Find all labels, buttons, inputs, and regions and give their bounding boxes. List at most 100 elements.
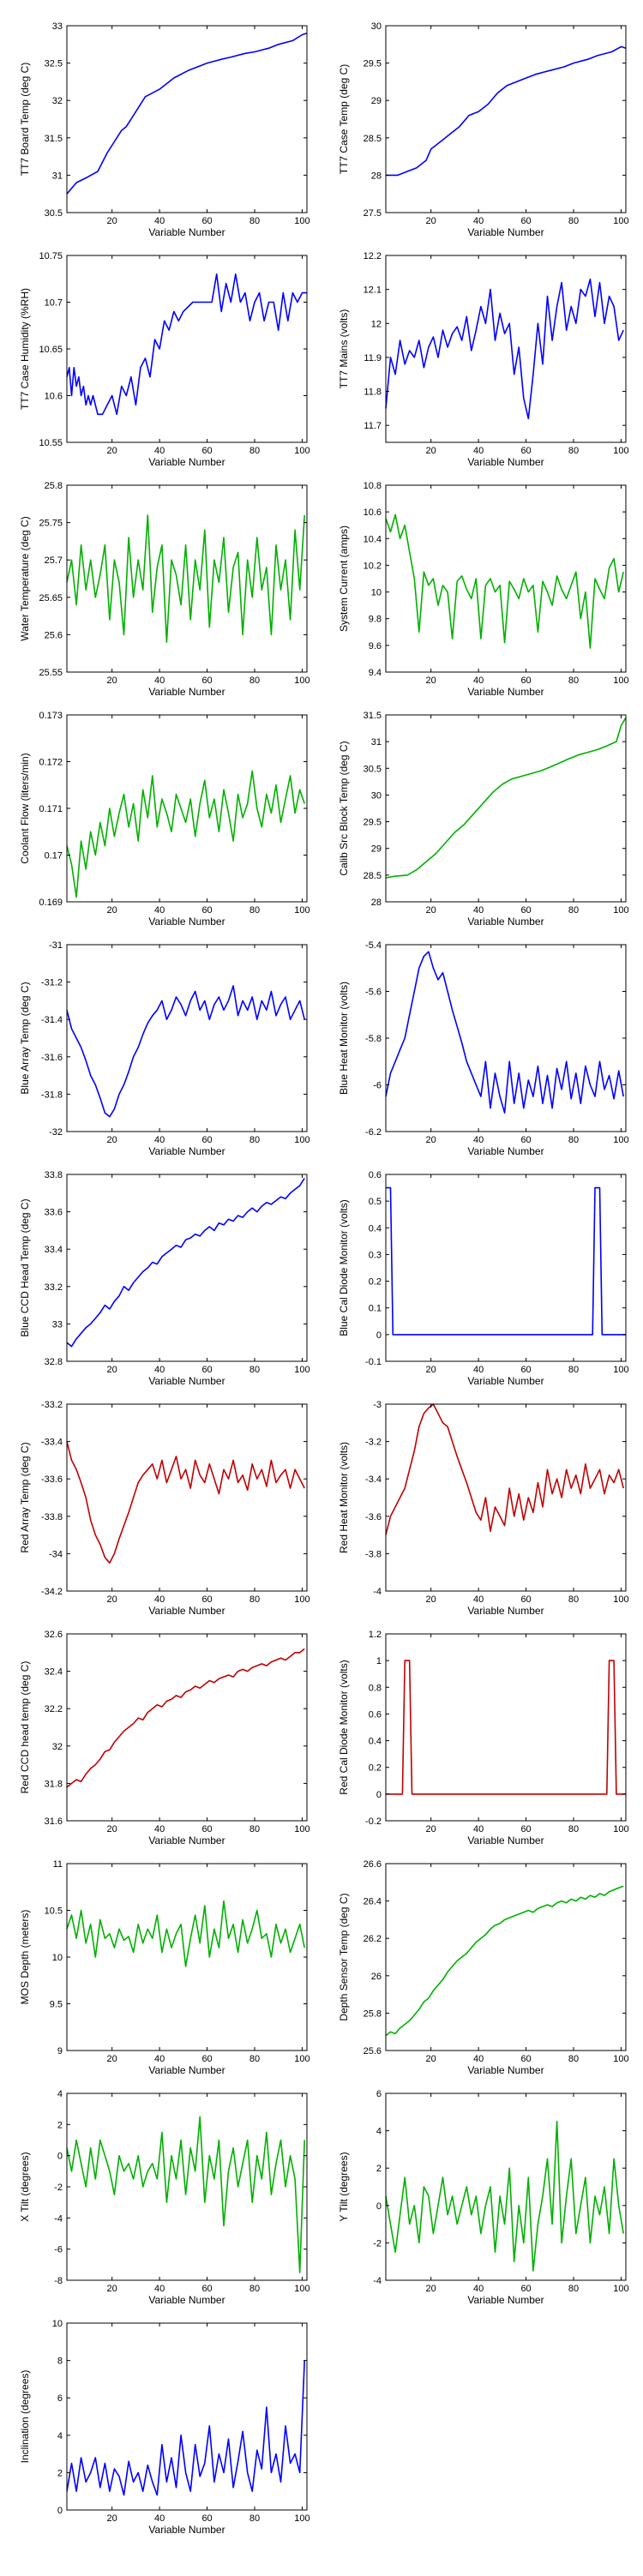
y-axis-label: TT7 Case Temp (deg C) <box>338 64 350 175</box>
x-tick-label: 20 <box>426 1365 436 1375</box>
x-tick-label: 100 <box>294 905 309 916</box>
x-tick-label: 100 <box>294 676 309 686</box>
x-tick-label: 100 <box>294 1594 309 1605</box>
y-tick-label: 0 <box>376 1790 382 1800</box>
data-series-line <box>385 1403 624 1535</box>
y-tick-label: 0.173 <box>39 711 63 721</box>
plot-area <box>385 1403 627 1592</box>
x-axis-label: Variable Number <box>467 916 544 928</box>
x-tick-label: 80 <box>249 1365 260 1375</box>
x-tick-label: 20 <box>426 2054 436 2064</box>
y-axis-label: TT7 Board Temp (deg C) <box>19 63 31 177</box>
y-tick-label: 1 <box>376 1656 382 1666</box>
y-axis-label: Blue Cal Diode Monitor (volts) <box>338 1199 350 1336</box>
x-tick-label: 80 <box>568 2284 579 2294</box>
x-axis-label: Variable Number <box>148 226 225 238</box>
y-tick-label: 0.2 <box>369 1277 382 1288</box>
y-axis-label: Blue Array Temp (deg C) <box>19 982 31 1094</box>
x-tick-label: 60 <box>201 676 212 686</box>
y-tick-label: 4 <box>376 2127 382 2137</box>
y-tick-label: 32.5 <box>45 59 63 69</box>
y-tick-label: 10.65 <box>39 345 63 355</box>
chart-7: 20 40 60 80 100 0.169 0.17 0.171 0.172 0.173 Varia… <box>19 711 310 928</box>
x-tick-label: 40 <box>154 446 165 456</box>
y-tick-label: 29.5 <box>364 818 382 828</box>
x-axis-label: Variable Number <box>148 2294 225 2306</box>
y-tick-label: 30.5 <box>364 764 382 774</box>
y-tick-label: 32.2 <box>45 1704 63 1714</box>
y-tick-label: -0.2 <box>365 1816 382 1827</box>
x-axis-label: Variable Number <box>467 456 544 468</box>
y-tick-label: 6 <box>376 2089 382 2099</box>
y-tick-label: 32 <box>52 96 63 106</box>
x-axis-label: Variable Number <box>148 1145 225 1157</box>
y-tick-label: 12.1 <box>364 285 382 296</box>
y-tick-label: 10 <box>52 2319 63 2329</box>
y-tick-label: 0 <box>57 2506 63 2516</box>
y-tick-label: -5.8 <box>365 1034 382 1044</box>
x-tick-label: 100 <box>613 2284 628 2294</box>
x-tick-label: 20 <box>107 676 117 686</box>
y-tick-label: 10.6 <box>45 392 63 402</box>
y-tick-label: -31.4 <box>41 1015 63 1025</box>
plot-area <box>385 2093 627 2281</box>
data-series-line <box>385 513 624 649</box>
x-axis-label: Variable Number <box>148 456 225 468</box>
x-tick-label: 80 <box>568 1824 579 1834</box>
x-axis-label: Variable Number <box>467 2294 544 2306</box>
y-tick-label: 32.4 <box>45 1667 63 1678</box>
x-tick-label: 60 <box>201 2054 212 2064</box>
plot-area <box>385 1633 627 1822</box>
data-series-line <box>66 32 308 195</box>
y-axis-label: Y Tilt (degrees) <box>338 2152 350 2221</box>
y-tick-label: 0.8 <box>369 1683 382 1693</box>
y-tick-label: -6.2 <box>365 1127 382 1138</box>
chart-9: 20 40 60 80 100 -32 -31.8 -31.6 -31.4 -31.2 -31 Var… <box>19 940 310 1157</box>
x-tick-label: 60 <box>201 905 212 916</box>
x-tick-label: 20 <box>107 2284 117 2294</box>
plot-area <box>66 25 308 213</box>
data-series-line <box>66 1177 305 1348</box>
chart-2: 20 40 60 80 100 27.5 28 28.5 29 29.5 30 Variable Nu… <box>338 21 629 238</box>
plot-area <box>385 255 627 443</box>
chart-17: 20 40 60 80 100 9 9.5 10 10.5 11 Variable Number MO… <box>19 1859 310 2076</box>
y-tick-label: 33 <box>52 1319 63 1330</box>
y-tick-label: 10.6 <box>364 507 382 518</box>
y-tick-label: 28.5 <box>364 871 382 881</box>
x-tick-label: 80 <box>568 1135 579 1145</box>
y-tick-label: 25.8 <box>45 481 63 491</box>
data-series-line <box>66 985 305 1118</box>
y-tick-label: 10.7 <box>45 298 63 309</box>
x-tick-label: 40 <box>473 676 484 686</box>
data-series-line <box>66 2360 305 2496</box>
y-tick-label: 29 <box>371 96 382 106</box>
y-tick-label: 10.8 <box>364 481 382 491</box>
y-axis-label: Red Array Temp (deg C) <box>19 1442 31 1552</box>
chart-13: 20 40 60 80 100 -34.2 -34 -33.8 -33.6 -33.4 -33.2 V… <box>19 1400 310 1617</box>
x-axis-label: Variable Number <box>148 1605 225 1617</box>
plot-area <box>385 1174 627 1362</box>
data-series-line <box>66 273 307 416</box>
x-tick-label: 100 <box>294 216 309 226</box>
y-tick-label: 9 <box>57 2046 63 2057</box>
x-tick-label: 100 <box>613 446 628 456</box>
x-tick-label: 60 <box>520 216 531 226</box>
x-tick-label: 80 <box>249 1594 260 1605</box>
y-tick-label: 8 <box>57 2357 63 2367</box>
y-tick-label: 2 <box>57 2468 63 2478</box>
x-axis-label: Variable Number <box>467 1145 544 1157</box>
y-tick-label: 32.6 <box>45 1630 63 1640</box>
y-tick-label: 28.5 <box>364 134 382 144</box>
y-tick-label: 31 <box>52 171 63 181</box>
y-tick-label: 0 <box>57 2152 63 2162</box>
x-tick-label: 80 <box>568 905 579 916</box>
y-axis-label: Inclination (degrees) <box>19 2370 31 2464</box>
y-tick-label: -3 <box>373 1400 382 1410</box>
y-tick-label: 11.9 <box>364 353 382 363</box>
y-axis-label: Red CCD head temp (deg C) <box>19 1661 31 1794</box>
x-tick-label: 100 <box>294 1824 309 1834</box>
x-tick-label: 60 <box>520 2054 531 2064</box>
y-tick-label: -6 <box>54 2245 63 2255</box>
x-tick-label: 20 <box>107 446 117 456</box>
